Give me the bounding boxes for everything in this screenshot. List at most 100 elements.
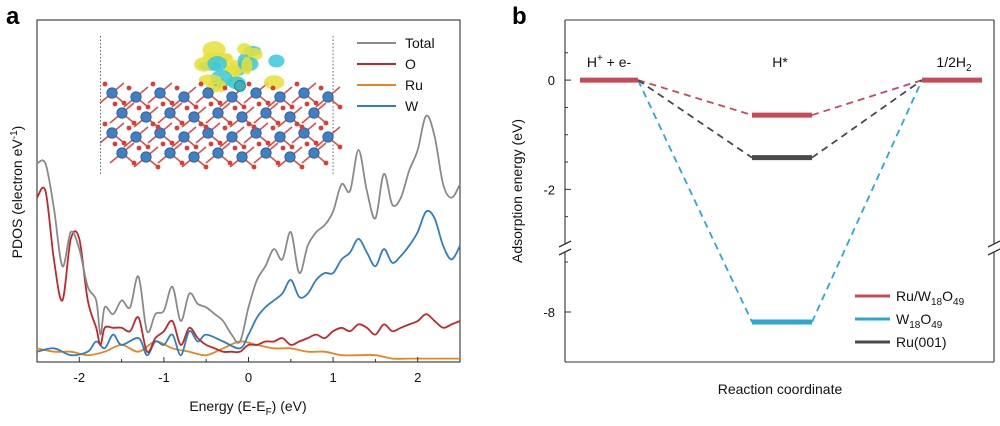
o-atom bbox=[323, 120, 329, 126]
pdos-line-total bbox=[36, 114, 461, 344]
o-atom bbox=[184, 105, 190, 111]
w-atom bbox=[284, 151, 296, 163]
o-atom bbox=[217, 140, 223, 146]
o-atom bbox=[136, 105, 142, 111]
isosurface-lobe bbox=[268, 54, 285, 68]
o-atom bbox=[323, 160, 329, 166]
crystal-structure-inset bbox=[99, 41, 343, 170]
w-atom bbox=[226, 131, 238, 143]
w-atom bbox=[250, 127, 262, 139]
o-atom bbox=[270, 125, 276, 131]
w-atom bbox=[226, 91, 238, 103]
o-atom bbox=[232, 145, 238, 151]
o-atom bbox=[299, 124, 305, 130]
pdos-line-w bbox=[36, 209, 461, 357]
w-atom bbox=[308, 147, 320, 159]
o-atom bbox=[102, 81, 108, 87]
pdos-line-ru bbox=[36, 340, 460, 360]
o-atom bbox=[227, 120, 233, 126]
w-atom bbox=[250, 87, 262, 99]
o-atom bbox=[313, 140, 319, 146]
isosurface-lobe bbox=[207, 56, 228, 72]
w-atom bbox=[236, 151, 248, 163]
legend-label-ru-001-: Ru(001) bbox=[896, 334, 947, 350]
isosurface-lobe bbox=[198, 74, 222, 86]
w-atom bbox=[164, 107, 176, 119]
w-atom bbox=[116, 107, 128, 119]
o-atom bbox=[126, 125, 132, 131]
o-atom bbox=[251, 164, 257, 170]
w-atom bbox=[154, 87, 166, 99]
w-atom bbox=[140, 111, 152, 123]
o-atom bbox=[241, 104, 247, 110]
panel-b-ylabel: Adsorption energy (eV) bbox=[509, 119, 525, 263]
w-atom bbox=[178, 131, 190, 143]
w-atom bbox=[188, 151, 200, 163]
o-atom bbox=[241, 144, 247, 150]
w-atom bbox=[298, 87, 310, 99]
x-tick-label-3: 1 bbox=[329, 370, 336, 385]
panel-b-xlabel: Reaction coordinate bbox=[718, 381, 843, 397]
o-atom bbox=[169, 100, 175, 106]
o-atom bbox=[136, 145, 142, 151]
axis-break-left bbox=[558, 240, 572, 256]
legend-label-ru-w18o49: Ru/W18O49 bbox=[896, 288, 965, 308]
o-atom bbox=[256, 101, 262, 107]
legend-label-w18o49: W18O49 bbox=[896, 311, 943, 331]
o-atom bbox=[294, 81, 300, 87]
connector-in-ru-001- bbox=[637, 79, 753, 159]
panel-a-chart: -2 -1 0 1 2 Total O Ru W Energy (E-EF) (eV) PDO… bbox=[9, 19, 461, 418]
o-atom bbox=[131, 120, 137, 126]
o-atom bbox=[318, 125, 324, 131]
y-tick-label-upper-0: 0 bbox=[548, 73, 555, 88]
isosurface-lobe bbox=[263, 75, 285, 90]
w-atom bbox=[284, 111, 296, 123]
o-atom bbox=[304, 101, 310, 107]
o-atom bbox=[184, 145, 190, 151]
panel-a-legend: Total O Ru W bbox=[357, 35, 435, 114]
o-atom bbox=[289, 104, 295, 110]
connector-in-ru-w18o49 bbox=[637, 79, 753, 116]
o-atom bbox=[179, 120, 185, 126]
connector-out-ru-w18o49 bbox=[811, 79, 923, 116]
w-atom bbox=[130, 91, 142, 103]
ru-atom bbox=[234, 80, 246, 92]
panel-a-ylabel: PDOS (electron eV-1) bbox=[9, 126, 25, 259]
legend-label-o: O bbox=[405, 56, 416, 72]
o-atom bbox=[208, 141, 214, 147]
connector-in-w18o49 bbox=[637, 79, 753, 323]
w-atom bbox=[178, 91, 190, 103]
w-atom bbox=[154, 127, 166, 139]
connector-out-w18o49 bbox=[811, 79, 923, 323]
o-atom bbox=[294, 121, 300, 127]
w-atom bbox=[212, 147, 224, 159]
o-atom bbox=[222, 85, 228, 91]
o-atom bbox=[337, 144, 343, 150]
w-atom bbox=[140, 151, 152, 163]
o-atom bbox=[145, 104, 151, 110]
connector-out-ru-001- bbox=[811, 79, 923, 159]
o-atom bbox=[179, 160, 185, 166]
o-atom bbox=[174, 85, 180, 91]
o-atom bbox=[256, 141, 262, 147]
o-atom bbox=[174, 125, 180, 131]
y-tick-label-upper-1: -2 bbox=[543, 182, 555, 197]
o-atom bbox=[203, 164, 209, 170]
o-atom bbox=[280, 105, 286, 111]
pdos-line-o bbox=[36, 186, 461, 354]
o-atom bbox=[150, 81, 156, 87]
state-label-final: 1/2H2 bbox=[936, 54, 972, 74]
o-atom bbox=[121, 140, 127, 146]
o-atom bbox=[193, 144, 199, 150]
o-atom bbox=[112, 101, 118, 107]
o-atom bbox=[265, 100, 271, 106]
state-label-initial: H+ + e- bbox=[587, 53, 632, 70]
w-atom bbox=[212, 107, 224, 119]
o-atom bbox=[280, 145, 286, 151]
panel-a-label: a bbox=[6, 3, 20, 30]
o-atom bbox=[208, 101, 214, 107]
o-atom bbox=[246, 121, 252, 127]
o-atom bbox=[299, 164, 305, 170]
o-atom bbox=[289, 144, 295, 150]
